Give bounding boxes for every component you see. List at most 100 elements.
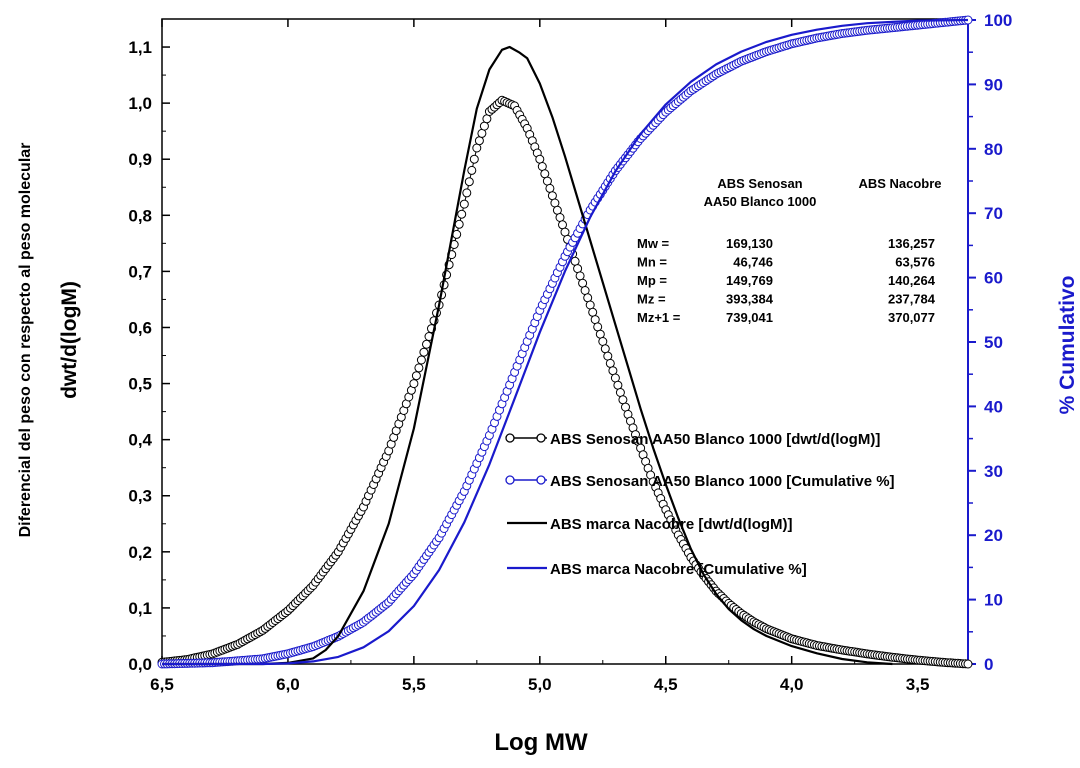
legend-swatch-marker-1 (536, 475, 546, 485)
series-point-0 (618, 395, 628, 405)
series-point-0 (558, 220, 567, 230)
series-point-0 (555, 213, 565, 222)
series-point-0 (613, 380, 623, 390)
table-row-label: Mz = (637, 292, 666, 307)
x-tick-label: 5,5 (402, 675, 426, 694)
table-row-value-senosan: 149,769 (726, 273, 773, 288)
series-point-0 (467, 165, 477, 175)
series-line-0 (161, 99, 969, 665)
series-point-0 (590, 315, 600, 325)
y-left-tick-label: 0,2 (128, 543, 152, 562)
series-point-0 (963, 659, 973, 669)
table-row-label: Mn = (637, 255, 667, 270)
x-tick-label: 4,0 (780, 675, 804, 694)
table-row-label: Mz+1 = (637, 310, 681, 325)
y-left-tick-label: 0,3 (128, 487, 152, 506)
legend-label-2: ABS marca Nacobre [dwt/d(logM)] (550, 516, 793, 533)
series-point-0 (560, 227, 570, 237)
table-row-value-senosan: 739,041 (726, 310, 773, 325)
series-layer (157, 15, 973, 669)
y-left-tick-label: 1,0 (128, 94, 152, 113)
y-right-tick-label: 10 (984, 591, 1003, 610)
table-col1-header-line2: AA50 Blanco 1000 (704, 194, 817, 209)
legend-swatch-marker-1 (505, 475, 515, 485)
series-point-0 (411, 371, 421, 381)
y-left-tick-label: 0,0 (128, 655, 152, 674)
x-tick-label: 5,0 (528, 675, 552, 694)
series-point-0 (605, 358, 615, 368)
series-point-0 (547, 191, 557, 201)
series-point-0 (479, 121, 489, 131)
series-point-0 (578, 278, 588, 288)
series-point-0 (419, 347, 429, 357)
series-point-0 (414, 363, 424, 373)
y-left-tick-label: 0,4 (128, 431, 152, 450)
table-row-value-nacobre: 136,257 (888, 236, 935, 251)
x-tick-label: 6,0 (276, 675, 300, 694)
series-point-0 (621, 402, 630, 412)
series-line-3 (162, 18, 969, 666)
table-row-value-senosan: 46,746 (733, 255, 773, 270)
series-point-0 (469, 154, 479, 164)
series-point-0 (593, 322, 603, 332)
y-right-tick-label: 60 (984, 269, 1003, 288)
axes: 6,5 6,0 5,5 5,0 4,5 4,0 3,5 0,0 0,1 0,2 0,3 0,4 0,5 0… (128, 11, 1012, 694)
table-col2-header: ABS Nacobre (858, 176, 941, 191)
x-axis-label: Log MW (494, 729, 588, 756)
series-point-0 (598, 337, 608, 346)
stats-table: ABS Senosan AA50 Blanco 1000 ABS Nacobre… (637, 176, 942, 325)
y-left-tick-label: 0,7 (128, 262, 152, 281)
y-right-tick-label: 30 (984, 462, 1003, 481)
legend-swatch-marker-0 (505, 433, 515, 443)
series-point-0 (537, 162, 547, 171)
series-point-0 (477, 128, 487, 138)
y-left-tick-label: 0,9 (128, 150, 152, 169)
series-point-0 (422, 339, 431, 349)
series-point-0 (570, 256, 580, 266)
y-left-axis-label-bottom: dwt/d(logM) (58, 281, 81, 399)
y-right-tick-label: 90 (984, 75, 1003, 94)
table-row-value-nacobre: 140,264 (888, 273, 936, 288)
x-tick-label: 3,5 (906, 675, 930, 694)
series-line-2 (162, 45, 893, 666)
legend-label-0: ABS Senosan AA50 Blanco 1000 [dwt/d(logM… (550, 431, 880, 448)
series-point-0 (472, 143, 482, 153)
series-point-0 (600, 344, 610, 354)
y-right-tick-label: 20 (984, 526, 1003, 545)
y-left-tick-label: 0,6 (128, 318, 152, 337)
series-point-0 (454, 219, 464, 229)
series-point-0 (474, 136, 484, 146)
series-point-0 (409, 379, 419, 389)
table-col1-header-line1: ABS Senosan (717, 176, 802, 191)
y-left-tick-label: 0,8 (128, 206, 152, 225)
y-left-tick-label: 0,1 (128, 599, 152, 618)
table-row-value-senosan: 169,130 (726, 236, 773, 251)
series-point-0 (464, 177, 474, 187)
series-point-0 (580, 286, 590, 295)
series-point-0 (462, 188, 472, 198)
series-point-0 (603, 351, 613, 361)
table-row-label: Mw = (637, 236, 670, 251)
table-row-value-senosan: 393,384 (726, 292, 774, 307)
table-row-value-nacobre: 370,077 (888, 310, 935, 325)
legend-swatch-marker-0 (536, 433, 546, 443)
series-point-0 (615, 388, 625, 397)
x-tick-label: 4,5 (654, 675, 678, 694)
y-right-tick-label: 100 (984, 11, 1012, 30)
series-point-0 (550, 198, 560, 208)
series-point-0 (595, 329, 605, 339)
y-right-axis-label: % Cumulativo (1056, 276, 1079, 415)
y-left-axis-label-top: Diferencial del peso con respecto al pes… (17, 143, 34, 538)
x-tick-label: 6,5 (150, 675, 174, 694)
series-point-0 (545, 183, 555, 193)
series-point-0 (457, 209, 467, 219)
series-point-0 (588, 307, 598, 317)
y-right-tick-label: 80 (984, 140, 1003, 159)
legend-label-1: ABS Senosan AA50 Blanco 1000 [Cumulative… (550, 473, 895, 490)
series-point-0 (535, 154, 545, 164)
y-right-tick-label: 50 (984, 333, 1003, 352)
legend-label-3: ABS marca Nacobre [Cumulative %] (550, 561, 807, 578)
series-point-0 (573, 264, 583, 274)
